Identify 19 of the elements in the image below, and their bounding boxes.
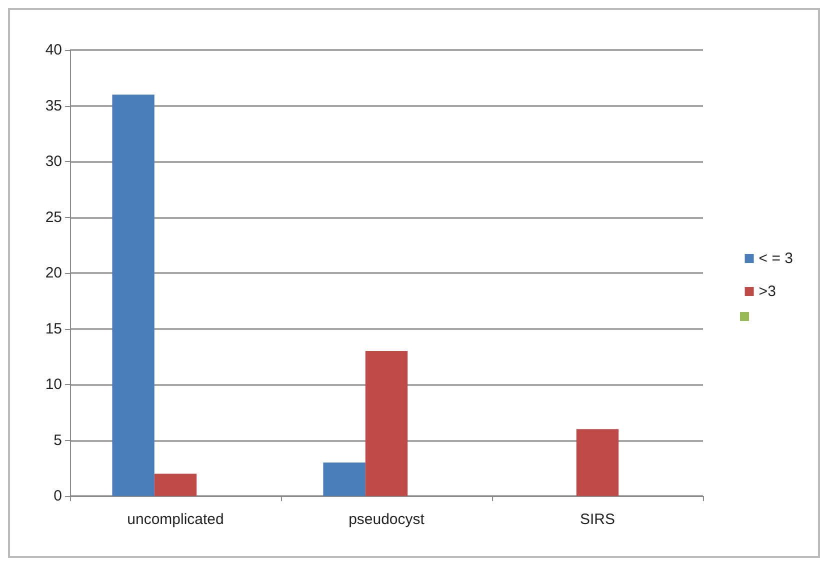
bar: [154, 474, 197, 496]
legend-label: >3: [758, 283, 776, 300]
y-tick-label: 30: [45, 153, 62, 170]
y-tick-label: 5: [54, 432, 62, 449]
bar: [323, 462, 366, 496]
x-tick-label: pseudocyst: [348, 511, 426, 528]
legend-label: < = 3: [758, 250, 794, 267]
x-tick-label: SIRS: [580, 511, 616, 528]
y-tick-label: 10: [45, 376, 62, 393]
bar: [576, 429, 619, 496]
bar: [112, 94, 154, 496]
y-tick-label: 15: [45, 320, 62, 338]
y-tick-label: 35: [45, 97, 62, 114]
y-tick-label: 0: [54, 488, 62, 504]
y-tick-label: 25: [45, 208, 62, 226]
bar: [365, 351, 408, 496]
y-tick-label: 20: [45, 264, 62, 282]
x-tick-label: uncomplicated: [127, 511, 224, 528]
y-tick-label: 40: [45, 42, 62, 58]
